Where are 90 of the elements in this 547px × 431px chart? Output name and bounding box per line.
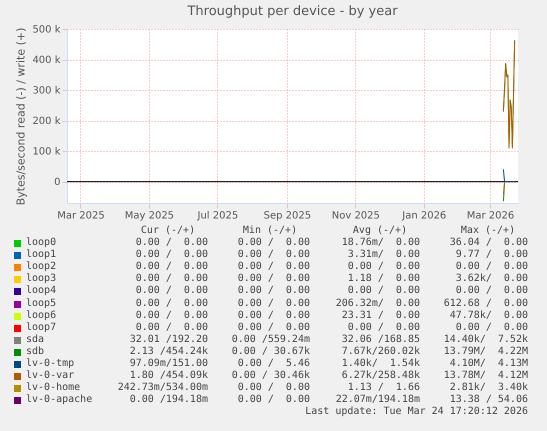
text: 0.00 / 0.00: [238, 310, 310, 321]
text: 0.00 / 0.00: [136, 322, 208, 333]
text: 18.76m/ 0.00: [342, 237, 420, 248]
text: 2.81k/ 3.40k: [450, 382, 528, 394]
text: 0.00 / 0.00: [456, 322, 528, 333]
text: 0.00 / 0.00: [348, 322, 420, 333]
text: 0.00 / 0.00: [238, 285, 310, 296]
text: 0.00 / 0.00: [136, 285, 208, 296]
text: 6.27k/258.48k: [342, 370, 420, 382]
y-tick-label: 500 k: [32, 24, 61, 36]
text: 0.00 / 0.00: [456, 261, 528, 272]
text: 0.00 / 0.00: [238, 273, 310, 284]
text: 7.67k/260.02k: [342, 346, 420, 357]
text: 0.00 / 0.00: [136, 237, 208, 248]
legend-label: lv-0-apache: [26, 394, 92, 406]
text: 0.00 / 0.00: [136, 298, 208, 308]
text: 4.10M/ 4.13M: [450, 358, 528, 369]
text: 2.13 /454.24k: [130, 346, 208, 357]
y-tick-label: 300 k: [32, 86, 61, 97]
text: 0.00 / 0.00: [238, 237, 310, 248]
text: 36.04 / 0.00: [450, 237, 528, 248]
x-tick-label: May 2025: [124, 210, 174, 222]
x-tick-label: Jul 2025: [196, 210, 238, 222]
legend-label: lv-0-home: [26, 382, 80, 394]
y-tick-label: 100 k: [32, 146, 61, 158]
legend-label: loop7: [26, 322, 56, 333]
text: 13.79M/ 4.22M: [444, 346, 528, 357]
text: 3.62k/ 0.00: [456, 273, 528, 284]
text: 23.31 / 0.00: [342, 310, 420, 321]
text: 0.00 / 0.00: [136, 261, 208, 272]
legend-label: loop1: [26, 249, 56, 260]
text: 0.00 / 0.00: [238, 382, 310, 394]
text: 0.00 / 0.00: [238, 322, 310, 333]
legend-label: loop4: [26, 285, 56, 296]
text: 32.01 /192.20: [130, 334, 208, 345]
text: Avg (-/+): [352, 225, 408, 236]
legend-label: loop5: [26, 298, 56, 308]
text: 0.00 / 5.46: [238, 358, 310, 369]
legend-label: loop6: [26, 310, 56, 321]
text: 242.73m/534.00m: [118, 382, 208, 394]
text: 13.38 / 54.06: [450, 394, 528, 406]
text: 1.13 / 1.66: [348, 382, 420, 394]
text: 22.07m/194.18m: [336, 394, 420, 406]
text: 1.40k/ 1.54k: [342, 358, 420, 369]
text: 0.00 / 0.00: [348, 261, 420, 272]
y-tick-label: 400 k: [32, 55, 61, 66]
y-axis-title: Bytes/second read (-) / write (+): [14, 28, 28, 206]
text: 0.00 / 0.00: [238, 261, 310, 272]
text: 14.40k/ 7.52k: [444, 334, 528, 345]
x-tick-label: Mar 2026: [466, 210, 514, 222]
text: 0.00 /559.24m: [232, 334, 310, 345]
text: Min (-/+): [242, 225, 298, 236]
text: 612.68 / 0.00: [444, 298, 528, 308]
legend-label: sdb: [26, 346, 44, 357]
legend-label: lv-0-var: [26, 370, 74, 382]
text: 97.09m/151.00: [130, 358, 208, 369]
text: Last update: Tue Mar 24 17:20:12 2026: [305, 406, 528, 418]
x-tick-label: Nov 2025: [332, 210, 380, 222]
text: 0.00 /194.18m: [130, 394, 208, 406]
text: 3.31m/ 0.00: [348, 249, 420, 260]
text: 0.00 / 0.00: [238, 394, 310, 406]
y-tick-label: 0: [54, 177, 60, 188]
text: 1.80 /454.09k: [130, 370, 208, 382]
x-tick-label: Jan 2026: [401, 210, 446, 222]
text: 1.18 / 0.00: [348, 273, 420, 284]
text: 0.00 / 30.46k: [232, 370, 310, 382]
text: 47.78k/ 0.00: [450, 310, 528, 321]
text: 0.00 / 0.00: [456, 285, 528, 296]
text: 0.00 / 0.00: [348, 285, 420, 296]
legend-label: loop3: [26, 273, 56, 284]
text: 0.00 / 0.00: [136, 249, 208, 260]
legend-label: loop2: [26, 261, 56, 272]
text: Max (-/+): [460, 225, 516, 236]
text: Cur (-/+): [140, 225, 196, 236]
x-tick-label: Mar 2025: [57, 210, 105, 222]
text: 32.06 /168.85: [342, 334, 420, 345]
legend-label: sda: [26, 334, 44, 345]
text: 0.00 / 0.00: [136, 273, 208, 284]
text: 0.00 / 30.67k: [232, 346, 310, 357]
x-tick-label: Sep 2025: [264, 210, 312, 222]
text: 0.00 / 0.00: [238, 249, 310, 260]
legend-label: loop0: [26, 237, 56, 248]
y-tick-label: 200 k: [32, 116, 61, 128]
chart-title: Throughput per device - by year: [186, 4, 398, 19]
text: 0.00 / 0.00: [136, 310, 208, 321]
text: 0.00 / 0.00: [238, 298, 310, 308]
text: 9.77 / 0.00: [456, 249, 528, 260]
legend-label: lv-0-tmp: [26, 358, 74, 369]
text: 206.32m/ 0.00: [336, 298, 420, 308]
text: 13.78M/ 4.12M: [444, 370, 528, 382]
